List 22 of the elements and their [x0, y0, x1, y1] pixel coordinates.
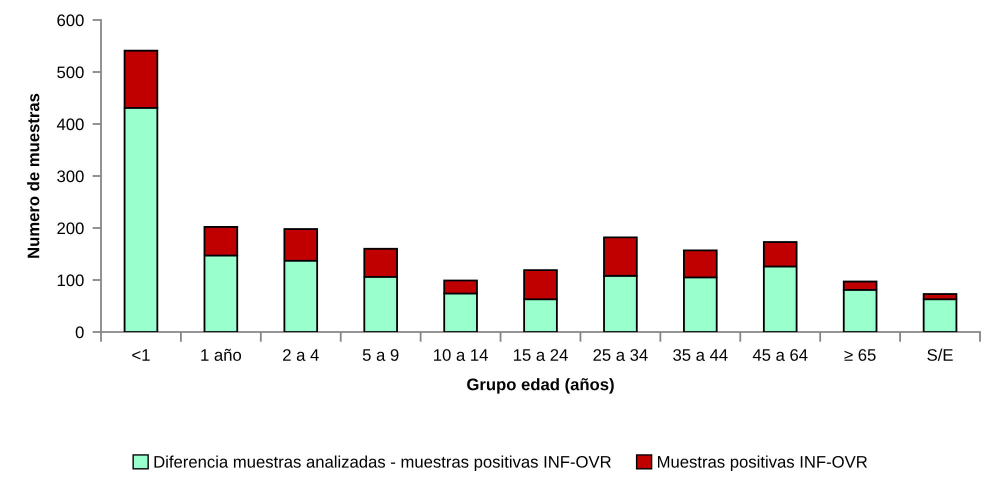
x-tick-label: 5 a 9 [362, 349, 398, 361]
y-tick-label: 500 [57, 66, 84, 78]
x-tick-label: <1 [132, 349, 150, 361]
x-tick-label: S/E [927, 348, 953, 361]
y-tick-label: 200 [57, 222, 84, 234]
x-tick-label: 2 a 4 [283, 349, 319, 361]
x-tick-label: 25 a 34 [593, 349, 648, 361]
legend-label: Diferencia muestras analizadas - muestras positivas INF-OVR [154, 456, 611, 472]
x-tick-label: 1 año [201, 348, 242, 361]
y-tick-label: 600 [57, 14, 84, 26]
x-axis-title: Grupo edad (años) [467, 378, 614, 394]
x-tick-label: 10 a 14 [434, 349, 488, 361]
y-tick-label: 400 [56, 118, 84, 130]
legend-label: Muestras positivas INF-OVR [658, 456, 867, 472]
x-tick-label: 45 a 64 [752, 349, 808, 361]
y-tick-label: 300 [57, 170, 84, 182]
y-tick-label: 100 [58, 274, 84, 286]
x-tick-label: 15 a 24 [514, 349, 568, 361]
x-tick-label: ≥ 65 [844, 349, 876, 361]
y-axis-title: Numero de muestras [27, 94, 40, 258]
x-tick-label: 35 a 44 [673, 349, 728, 361]
y-tick-label: 0 [76, 326, 84, 338]
